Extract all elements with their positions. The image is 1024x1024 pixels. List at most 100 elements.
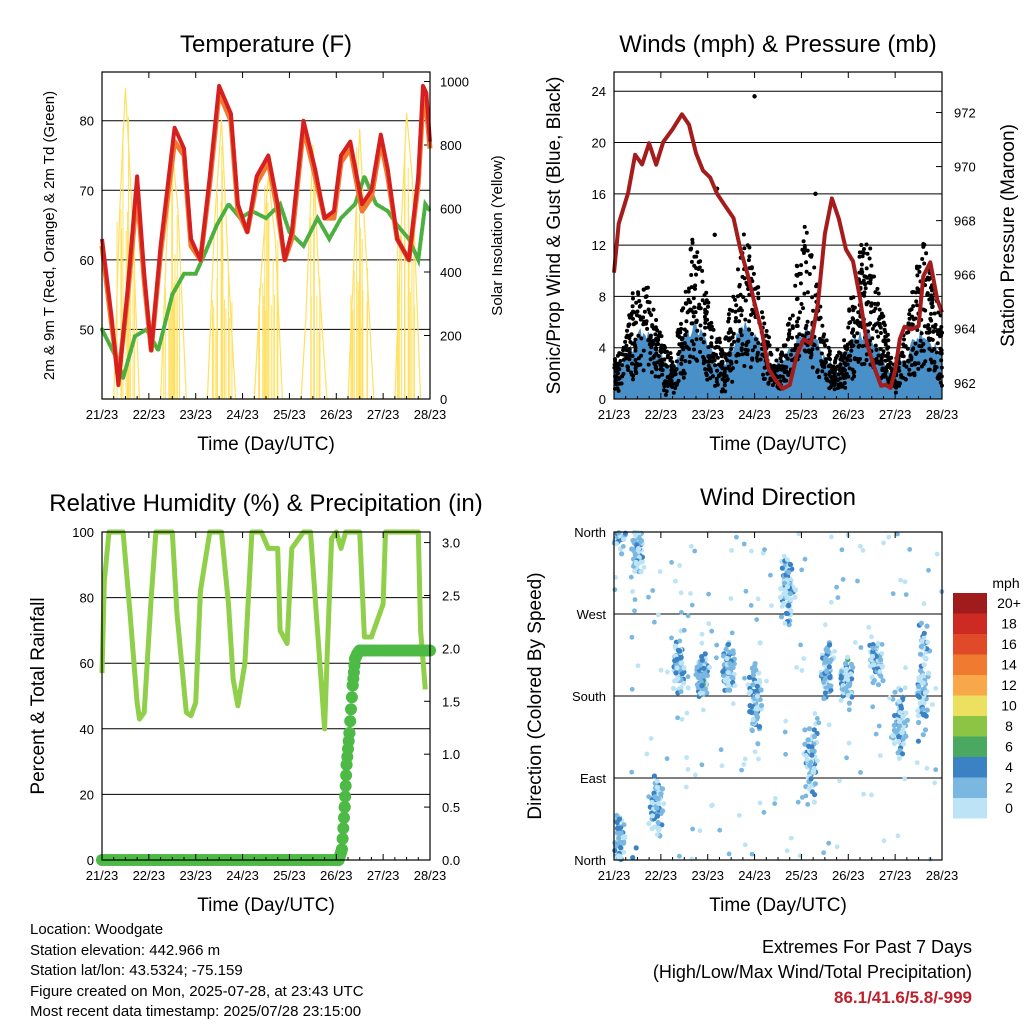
gust-point xyxy=(931,329,936,334)
gust-point xyxy=(695,358,700,363)
y-tick-label: South xyxy=(572,689,606,704)
gust-point xyxy=(848,358,853,363)
direction-point xyxy=(772,801,778,806)
gust-point xyxy=(695,250,700,255)
direction-point xyxy=(891,740,898,747)
direction-point xyxy=(917,700,923,706)
legend-swatch xyxy=(953,675,987,696)
direction-point xyxy=(858,770,863,775)
gust-point xyxy=(660,357,664,362)
gust-point xyxy=(705,377,710,382)
gust-point xyxy=(879,358,884,363)
direction-point xyxy=(649,799,655,806)
gust-point xyxy=(781,343,786,348)
gust-point xyxy=(788,316,792,321)
direction-point xyxy=(678,590,684,596)
gust-point xyxy=(709,320,714,325)
direction-point xyxy=(664,756,670,762)
gust-point xyxy=(805,319,810,324)
gust-point xyxy=(808,253,813,258)
direction-point xyxy=(903,710,909,716)
gust-point xyxy=(660,360,665,365)
gust-point xyxy=(741,295,746,300)
gust-point xyxy=(882,338,887,343)
direction-point xyxy=(685,674,691,680)
direction-point xyxy=(678,654,684,660)
gust-point xyxy=(794,263,799,268)
direction-point xyxy=(849,676,855,682)
gust-point xyxy=(929,360,934,365)
gust-point xyxy=(658,367,663,372)
gust-point xyxy=(686,297,691,302)
gust-point xyxy=(902,337,906,342)
gust-point xyxy=(630,354,635,358)
gust-point xyxy=(869,303,874,308)
gust-point xyxy=(636,290,640,295)
gust-point xyxy=(909,363,914,368)
y-tick-label: 0 xyxy=(599,392,606,407)
gust-point xyxy=(817,375,822,380)
gust-point xyxy=(729,342,734,347)
direction-point xyxy=(752,749,758,755)
y2-tick-label: 0.0 xyxy=(442,853,460,868)
gust-point xyxy=(630,291,635,296)
precip-point xyxy=(343,727,356,739)
gust-point xyxy=(848,320,853,325)
direction-point xyxy=(902,685,908,691)
gust-point xyxy=(702,314,707,319)
gust-point xyxy=(615,386,620,391)
gust-point xyxy=(910,347,915,352)
gust-point xyxy=(800,247,805,252)
direction-point xyxy=(768,572,773,578)
gust-point xyxy=(780,352,785,356)
gust-point xyxy=(661,349,666,354)
gust-point xyxy=(827,349,832,354)
gust-point xyxy=(649,370,654,375)
direction-point xyxy=(921,686,927,692)
direction-point xyxy=(778,586,784,592)
gust-point xyxy=(671,390,676,395)
direction-point xyxy=(673,578,678,584)
gust-point xyxy=(937,376,941,381)
gust-point xyxy=(745,243,750,248)
gust-point xyxy=(715,368,720,373)
y-tick-label: 12 xyxy=(592,238,606,253)
gust-point xyxy=(621,357,626,362)
gust-point xyxy=(913,341,918,346)
direction-point xyxy=(844,755,849,761)
gust-point xyxy=(687,360,692,364)
direction-point xyxy=(654,813,661,819)
gust-point xyxy=(901,354,906,359)
y2-tick-label: 962 xyxy=(954,376,976,391)
direction-point xyxy=(629,634,635,640)
direction-point xyxy=(757,640,763,646)
gust-point xyxy=(859,267,864,272)
gust-point xyxy=(634,371,639,375)
gust-point xyxy=(698,259,703,264)
gust-point xyxy=(843,346,848,351)
legend-label: 0 xyxy=(1005,800,1013,816)
x-tick-label: 26/23 xyxy=(320,868,353,883)
gust-point xyxy=(932,311,937,316)
direction-point xyxy=(661,801,667,806)
direction-point xyxy=(613,843,620,849)
direction-point xyxy=(788,835,794,841)
gust-point xyxy=(633,366,638,371)
direction-point xyxy=(652,619,657,625)
direction-point xyxy=(723,646,729,652)
direction-point xyxy=(726,851,732,857)
direction-point xyxy=(902,579,908,585)
direction-point xyxy=(756,756,761,762)
gust-point xyxy=(703,310,708,315)
y2-tick-label: 600 xyxy=(440,202,462,217)
gust-point xyxy=(921,244,926,249)
gust-point xyxy=(710,359,715,364)
direction-point xyxy=(641,564,647,570)
gust-point xyxy=(729,347,734,351)
gust-point xyxy=(877,323,882,328)
gust-point xyxy=(805,290,810,295)
direction-point xyxy=(933,767,939,773)
y-tick-label: 50 xyxy=(80,322,94,337)
gust-point xyxy=(787,331,792,336)
gust-point xyxy=(621,371,626,376)
